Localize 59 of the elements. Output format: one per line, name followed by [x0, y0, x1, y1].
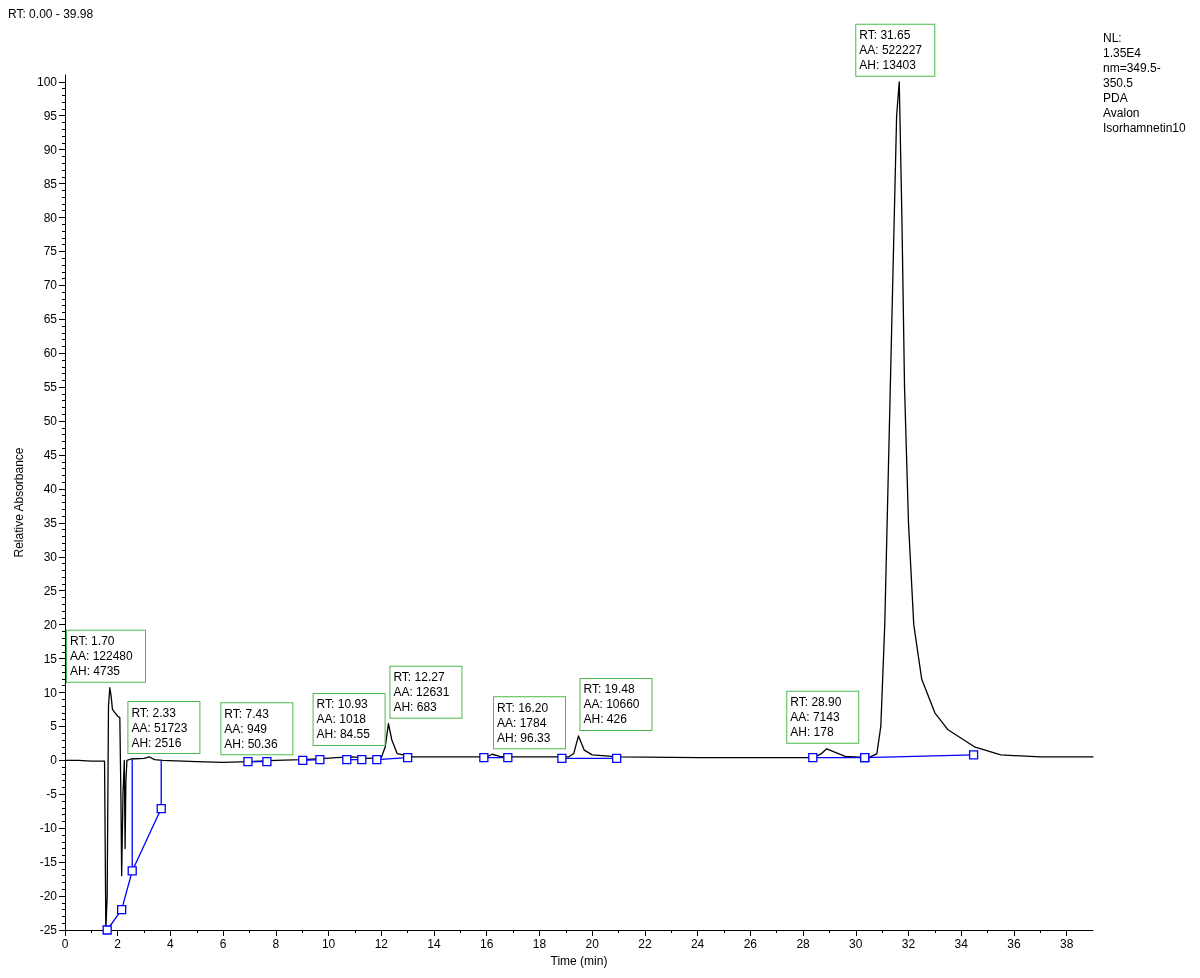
y-tick-label: 25 [43, 583, 58, 598]
y-tick-label: 10 [43, 685, 58, 700]
x-tick-label: 30 [849, 937, 863, 951]
y-tick-label: 50 [43, 414, 58, 429]
x-tick-label: 10 [321, 937, 336, 951]
y-tick-label: 65 [43, 312, 58, 327]
x-tick-label: 36 [1007, 937, 1021, 951]
annotation: RT: 28.90 AA: 7143 AH: 178 [790, 695, 842, 740]
y-tick-label: -5 [46, 787, 58, 802]
x-tick-label: 22 [638, 937, 652, 951]
x-axis-title: Time (min) [550, 953, 608, 968]
y-tick-label: 80 [43, 210, 58, 225]
y-tick-label: 45 [43, 448, 58, 462]
annotation: RT: 10.93 AA: 1018 AH: 84.55 [316, 697, 371, 742]
y-tick-label: 0 [50, 753, 58, 768]
text: NL: 1.35E4 nm=349.5- 350.5 PDA Avalon Isorhamnetin10 [1103, 30, 1187, 135]
x-tick-label: 16 [480, 937, 494, 951]
y-tick-label: 5 [50, 719, 58, 734]
y-tick-label: -15 [39, 855, 58, 870]
x-tick-label: 20 [585, 937, 600, 951]
x-tick-label: 32 [901, 937, 916, 951]
x-tick-label: 0 [61, 937, 69, 951]
x-tick-label: 18 [532, 937, 547, 951]
y-tick-label: 60 [43, 346, 58, 361]
y-tick-label: 70 [43, 278, 58, 293]
y-tick-label: -25 [39, 923, 58, 937]
annotation: RT: 2.33 AA: 51723 AH: 2516 [131, 705, 188, 750]
x-tick-label: 2 [114, 937, 122, 951]
x-tick-label: 6 [219, 937, 227, 951]
x-tick-label: 38 [1059, 937, 1074, 951]
annotation: RT: 16.20 AA: 1784 AH: 96.33 [497, 700, 551, 745]
y-tick-label: 40 [43, 481, 58, 496]
x-tick-label: 4 [167, 937, 175, 951]
y-tick-label: 75 [43, 244, 58, 259]
y-tick-label: 30 [43, 549, 58, 564]
x-tick-label: 12 [374, 937, 389, 951]
y-tick-label: 20 [43, 617, 58, 632]
y-tick-label: 15 [43, 651, 58, 666]
annotation: RT: 1.70 AA: 122480 AH: 4735 [70, 634, 134, 679]
x-tick-label: 34 [954, 937, 969, 951]
annotation: RT: 19.48 AA: 10660 AH: 426 [583, 682, 640, 727]
y-axis-title: Relative Absorbance [12, 447, 26, 558]
y-tick-label: 90 [43, 142, 58, 157]
y-tick-label: 95 [43, 108, 58, 123]
annotation: RT: 31.65 AA: 522227 AH: 13403 [859, 28, 923, 73]
text: RT: 0.00 - 39.98 [8, 7, 94, 21]
y-tick-label: -20 [39, 889, 58, 904]
annotation: RT: 12.27 AA: 12631 AH: 683 [393, 670, 450, 715]
y-tick-label: 85 [43, 176, 58, 191]
x-tick-label: 28 [796, 937, 811, 951]
annotation: RT: 7.43 AA: 949 AH: 50.36 [224, 706, 279, 751]
y-tick-label: 55 [43, 380, 58, 395]
y-tick-label: 100 [36, 74, 58, 89]
x-tick-label: 8 [272, 937, 280, 951]
x-tick-label: 24 [690, 937, 705, 951]
y-tick-label: -10 [39, 821, 58, 836]
y-tick-label: 35 [43, 515, 58, 530]
x-tick-label: 26 [743, 937, 758, 951]
x-tick-label: 14 [427, 937, 442, 951]
